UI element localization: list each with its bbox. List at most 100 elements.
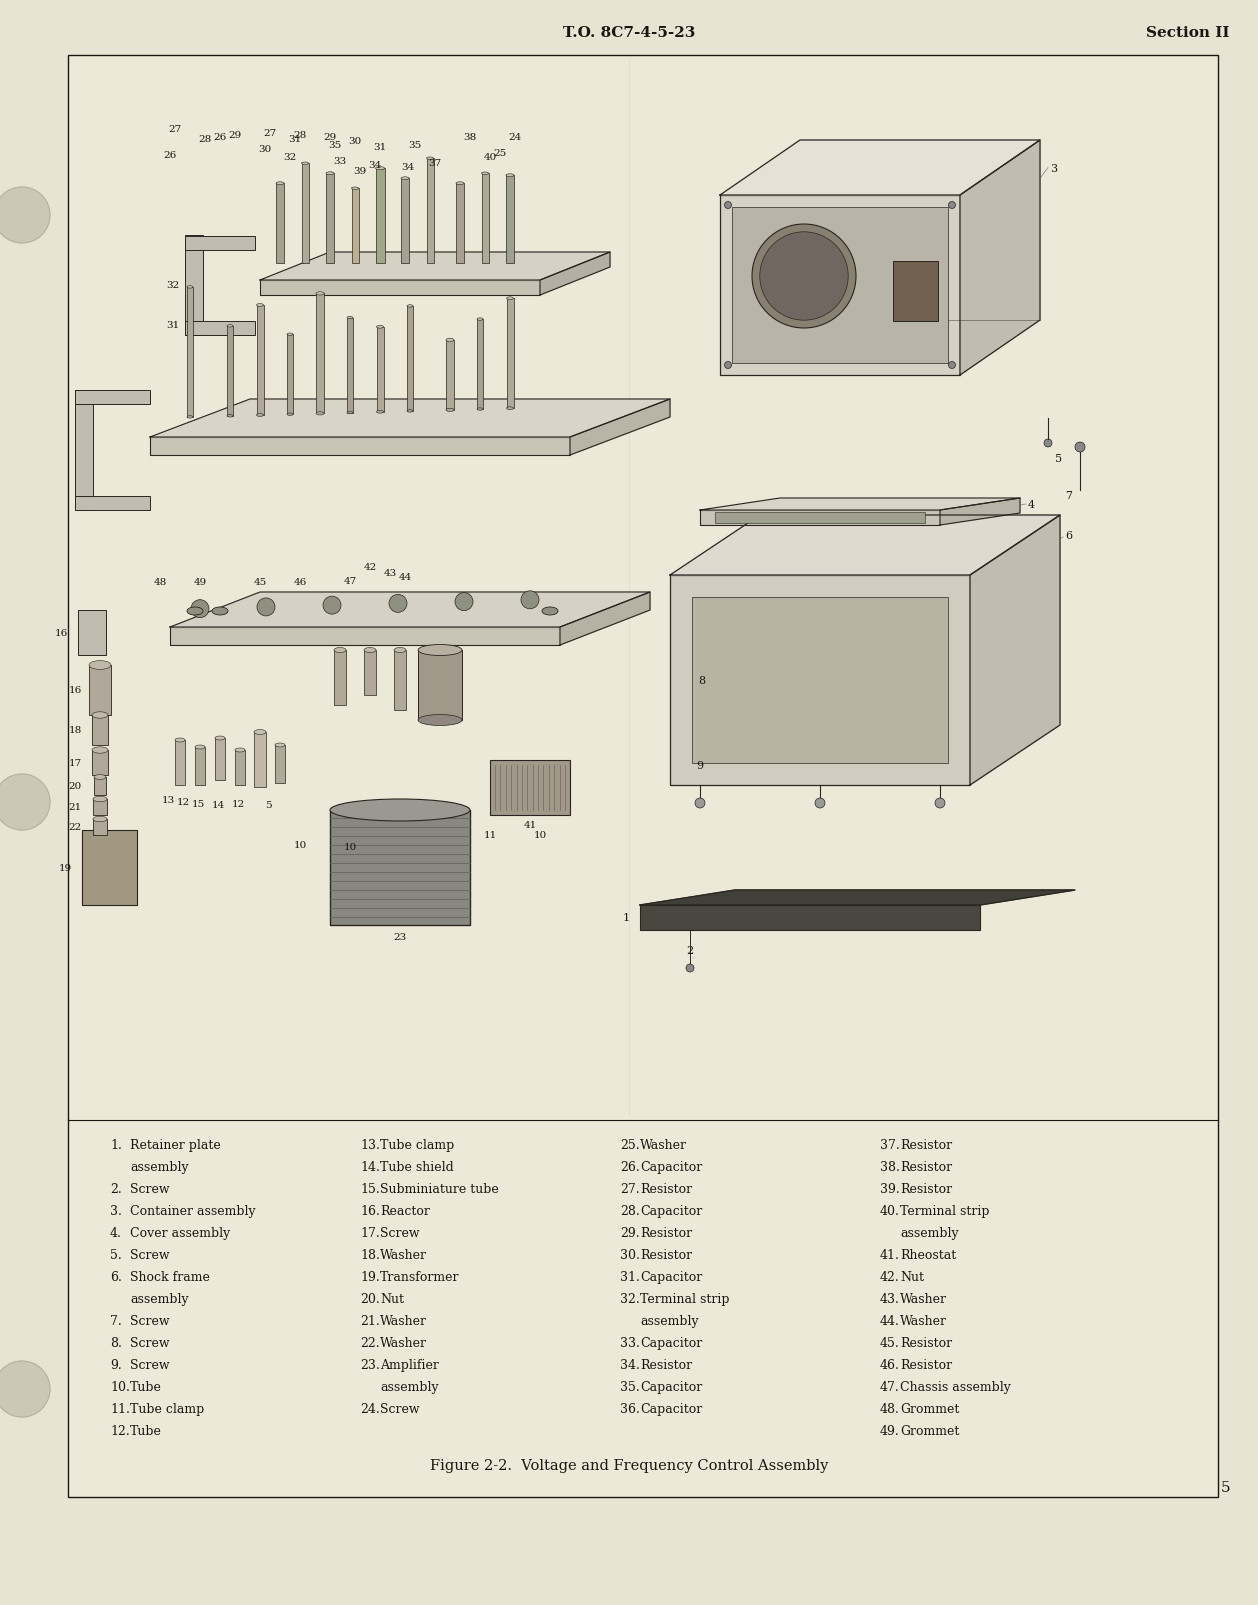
Text: Resistor: Resistor xyxy=(899,1358,952,1371)
Bar xyxy=(699,510,940,526)
Ellipse shape xyxy=(447,409,454,412)
Text: Chassis assembly: Chassis assembly xyxy=(899,1380,1011,1393)
Text: 37: 37 xyxy=(429,159,442,167)
Text: 24.: 24. xyxy=(360,1403,380,1416)
Text: Resistor: Resistor xyxy=(899,1138,952,1151)
Text: assembly: assembly xyxy=(899,1226,959,1239)
Text: 2.: 2. xyxy=(109,1183,122,1196)
Text: 6.: 6. xyxy=(109,1270,122,1284)
Text: 17: 17 xyxy=(69,759,82,767)
Text: 27: 27 xyxy=(169,125,181,135)
Bar xyxy=(170,628,560,645)
Bar xyxy=(150,438,570,456)
Ellipse shape xyxy=(477,409,483,411)
Text: Washer: Washer xyxy=(899,1314,947,1327)
Text: Tube clamp: Tube clamp xyxy=(130,1403,204,1416)
Text: 39: 39 xyxy=(353,167,366,175)
Text: Screw: Screw xyxy=(130,1314,170,1327)
Bar xyxy=(408,307,413,412)
Bar xyxy=(75,496,150,510)
Text: 22: 22 xyxy=(69,823,82,831)
Bar xyxy=(506,177,515,265)
Ellipse shape xyxy=(335,648,346,653)
Bar xyxy=(482,173,488,265)
Text: 27.: 27. xyxy=(620,1183,639,1196)
Text: 45.: 45. xyxy=(881,1337,899,1350)
Text: 41: 41 xyxy=(523,822,537,830)
Ellipse shape xyxy=(93,817,107,822)
Text: 29: 29 xyxy=(323,133,337,143)
Ellipse shape xyxy=(187,287,192,289)
Bar xyxy=(195,748,205,785)
Circle shape xyxy=(191,600,209,618)
Bar xyxy=(175,740,185,785)
Ellipse shape xyxy=(175,738,185,743)
Text: 49.: 49. xyxy=(881,1424,899,1436)
Bar xyxy=(419,650,431,690)
Text: 46: 46 xyxy=(293,578,307,587)
Bar xyxy=(335,650,346,706)
Text: Transformer: Transformer xyxy=(380,1270,459,1284)
Text: 31: 31 xyxy=(166,321,180,331)
Text: Resistor: Resistor xyxy=(640,1249,692,1262)
Text: 5.: 5. xyxy=(109,1249,122,1262)
Text: Washer: Washer xyxy=(640,1138,687,1151)
Polygon shape xyxy=(150,400,671,438)
Text: Capacitor: Capacitor xyxy=(640,1160,702,1173)
Text: 23: 23 xyxy=(394,933,406,942)
Ellipse shape xyxy=(482,173,488,175)
Text: Capacitor: Capacitor xyxy=(640,1403,702,1416)
Bar xyxy=(276,746,286,783)
Text: Terminal strip: Terminal strip xyxy=(899,1204,990,1217)
Text: 15: 15 xyxy=(191,799,205,809)
Circle shape xyxy=(1044,440,1052,448)
Text: 1.: 1. xyxy=(109,1138,122,1151)
Bar xyxy=(226,327,233,417)
Ellipse shape xyxy=(376,326,384,329)
Bar xyxy=(92,716,108,746)
Text: 37.: 37. xyxy=(881,1138,899,1151)
Bar xyxy=(257,307,263,416)
Text: Shock frame: Shock frame xyxy=(130,1270,210,1284)
Text: 44.: 44. xyxy=(881,1314,899,1327)
Text: 10: 10 xyxy=(343,843,356,852)
Text: Screw: Screw xyxy=(380,1226,420,1239)
Text: Washer: Washer xyxy=(380,1249,426,1262)
Bar xyxy=(82,830,137,905)
Text: 1: 1 xyxy=(623,913,630,923)
Text: 12.: 12. xyxy=(109,1424,130,1436)
Ellipse shape xyxy=(418,645,462,656)
Circle shape xyxy=(323,597,341,615)
Bar xyxy=(720,196,960,376)
Text: Grommet: Grommet xyxy=(899,1403,960,1416)
Text: Subminiature tube: Subminiature tube xyxy=(380,1183,498,1196)
Circle shape xyxy=(935,799,945,809)
Text: 5: 5 xyxy=(1055,454,1062,464)
Ellipse shape xyxy=(351,188,359,191)
Text: Capacitor: Capacitor xyxy=(640,1337,702,1350)
Text: Resistor: Resistor xyxy=(899,1160,952,1173)
Text: Tube: Tube xyxy=(130,1380,162,1393)
Polygon shape xyxy=(640,891,1076,905)
Text: 16.: 16. xyxy=(360,1204,380,1217)
Text: 40: 40 xyxy=(483,154,497,162)
Text: 17.: 17. xyxy=(360,1226,380,1239)
Bar xyxy=(507,299,513,409)
Text: Capacitor: Capacitor xyxy=(640,1204,702,1217)
Bar xyxy=(75,390,93,510)
Text: 11: 11 xyxy=(483,831,497,839)
Ellipse shape xyxy=(408,305,413,308)
Ellipse shape xyxy=(418,716,462,725)
Circle shape xyxy=(257,599,276,616)
Bar xyxy=(732,209,949,364)
Text: 30: 30 xyxy=(258,146,272,154)
Text: 41.: 41. xyxy=(881,1249,899,1262)
Text: 12: 12 xyxy=(176,798,190,806)
Text: 8: 8 xyxy=(698,676,706,685)
Text: Tube shield: Tube shield xyxy=(380,1160,454,1173)
Text: Screw: Screw xyxy=(130,1183,170,1196)
Polygon shape xyxy=(560,592,650,645)
Text: 26.: 26. xyxy=(620,1160,640,1173)
Ellipse shape xyxy=(254,730,265,735)
Text: 13: 13 xyxy=(161,796,175,804)
